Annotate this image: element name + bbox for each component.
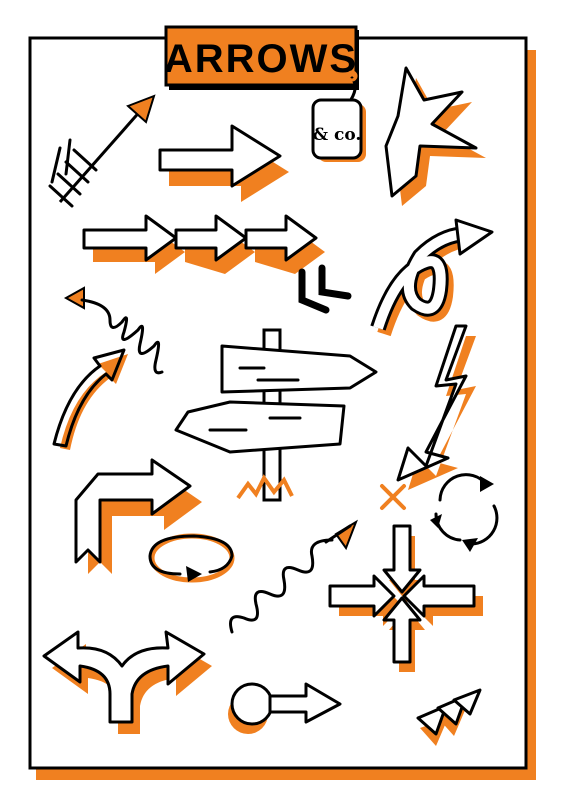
spring-arrow-icon	[63, 286, 164, 375]
double-chevron-icon	[416, 688, 482, 746]
co-tag-label: & co.	[313, 125, 362, 145]
x-mark-icon	[380, 484, 406, 510]
bent-ribbon-arrow-icon	[74, 458, 202, 574]
feather-arrow-icon	[48, 94, 156, 208]
block-arrow-icon	[158, 124, 289, 202]
curved-arrow-icon	[52, 348, 128, 450]
co-tag: & co.	[311, 70, 366, 162]
corner-brackets-icon	[298, 264, 352, 314]
burst-arrow-icon	[384, 66, 486, 206]
signpost-icon	[174, 328, 378, 502]
wavy-arrow-icon	[229, 519, 358, 634]
page-title: ARROWS	[164, 37, 358, 81]
triple-chevron-arrow-icon	[82, 214, 325, 274]
cycle-arrows-icon	[430, 473, 499, 552]
loop-curved-arrow-icon	[370, 218, 494, 337]
lightning-arrow-icon	[396, 324, 476, 490]
title-banner: ARROWS	[164, 25, 359, 90]
circular-arrow-icon	[148, 533, 235, 583]
fork-arrow-icon	[42, 630, 212, 734]
keyhole-arrow-icon	[228, 682, 342, 734]
converging-arrows-icon	[328, 524, 483, 672]
